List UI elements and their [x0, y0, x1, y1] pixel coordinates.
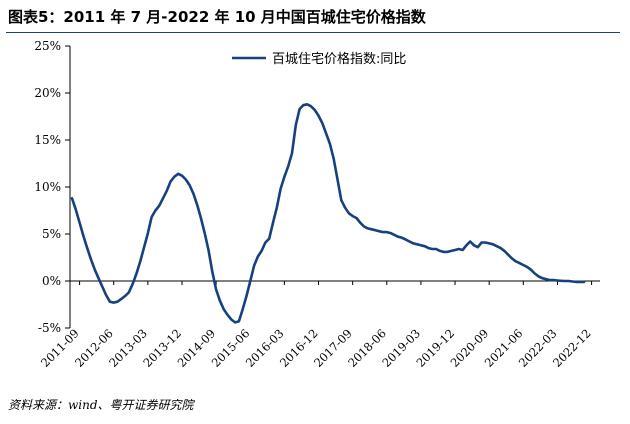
chart-legend: 百城住宅价格指数:同比	[232, 51, 406, 67]
y-tick-label: 20%	[34, 86, 61, 100]
legend-label: 百城住宅价格指数:同比	[272, 51, 406, 67]
y-tick-label: 5%	[42, 227, 61, 241]
page-title: 图表5：2011 年 7 月-2022 年 10 月中国百城住宅价格指数	[8, 8, 426, 26]
y-axis-ticks: 25% 20% 15% 10% 5% 0% -5%	[34, 39, 70, 335]
chart-axes	[69, 46, 600, 328]
plot-area	[70, 103, 586, 324]
y-tick-label: 0%	[42, 274, 61, 288]
title-divider	[6, 32, 620, 33]
x-axis-ticks: 2011-092012-062013-032013-122014-092015-…	[38, 281, 594, 370]
series-line-0	[70, 103, 586, 324]
x-tick-label: 2022-12	[550, 326, 594, 370]
source-note: 资料来源：wind、粤开证券研究院	[8, 398, 194, 412]
y-tick-label: 25%	[34, 39, 61, 53]
y-tick-label: 15%	[34, 133, 61, 147]
y-tick-label: 10%	[34, 180, 61, 194]
line-chart: 25% 20% 15% 10% 5% 0% -5% 2011-092012-062013-0…	[34, 39, 600, 370]
y-tick-label: -5%	[38, 321, 61, 335]
